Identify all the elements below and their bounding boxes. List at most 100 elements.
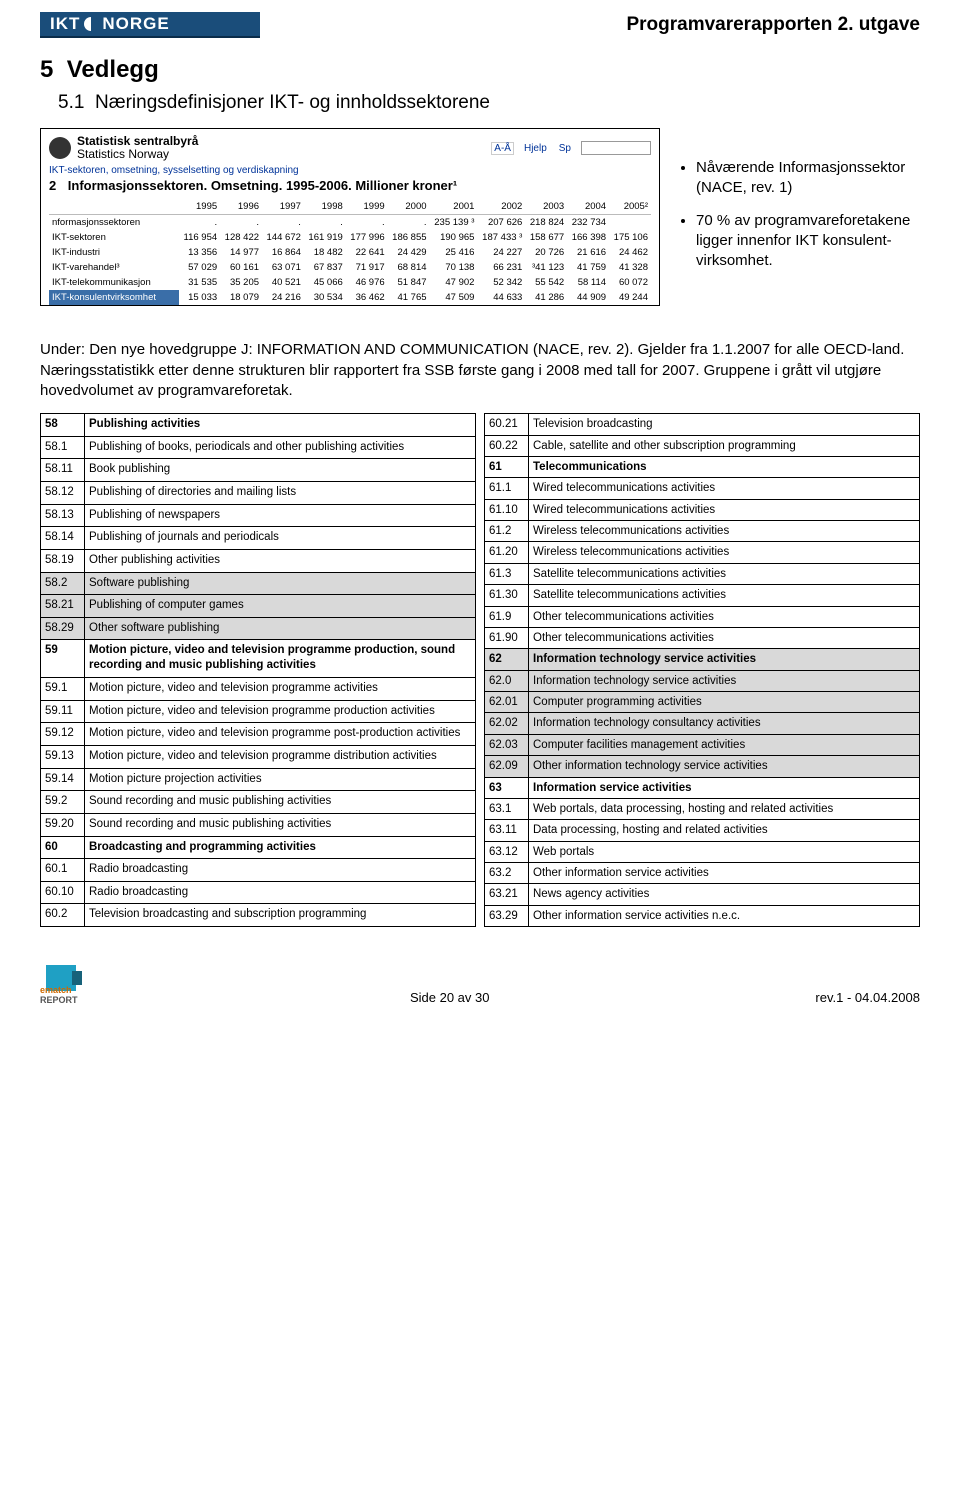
nace-row: 61.9Other telecommunications activities: [485, 606, 920, 627]
page-number: Side 20 av 30: [410, 990, 490, 1005]
nace-code: 60.10: [41, 881, 85, 904]
ssb-year-header: 2004: [567, 199, 609, 215]
ssb-logo-icon: [49, 137, 71, 159]
ssb-toolbar: A-Å Hjelp Sp: [491, 141, 651, 155]
az-link[interactable]: A-Å: [491, 142, 514, 155]
nace-code: 58.11: [41, 459, 85, 482]
nace-code: 59.14: [41, 768, 85, 791]
nace-code: 60.22: [485, 435, 529, 456]
nace-label: Wireless telecommunications activities: [529, 521, 920, 542]
nace-code: 61.9: [485, 606, 529, 627]
nace-code: 61: [485, 456, 529, 477]
nace-row: 63.21News agency activities: [485, 884, 920, 905]
nace-code: 62: [485, 649, 529, 670]
nace-row: 59.2Sound recording and music publishing…: [41, 791, 476, 814]
nace-label: Other telecommunications activities: [529, 627, 920, 648]
sp-link[interactable]: Sp: [557, 143, 573, 154]
nace-code: 61.1: [485, 478, 529, 499]
ssb-search-input[interactable]: [581, 141, 651, 155]
nace-code: 58.2: [41, 572, 85, 595]
nace-label: Book publishing: [85, 459, 476, 482]
ssb-year-header: 2002: [477, 199, 525, 215]
nace-row: 61.1Wired telecommunications activities: [485, 478, 920, 499]
nace-label: Motion picture, video and television pro…: [85, 700, 476, 723]
nace-label: Computer programming activities: [529, 692, 920, 713]
nace-row: 60.21Television broadcasting: [485, 414, 920, 435]
nace-label: Motion picture, video and television pro…: [85, 640, 476, 678]
nace-label: Other information technology service act…: [529, 756, 920, 777]
nace-row: 63Information service activities: [485, 777, 920, 798]
nace-label: Data processing, hosting and related act…: [529, 820, 920, 841]
nace-label: Wireless telecommunications activities: [529, 542, 920, 563]
nace-row: 59.14Motion picture projection activitie…: [41, 768, 476, 791]
nace-label: Software publishing: [85, 572, 476, 595]
nace-row: 59.11Motion picture, video and televisio…: [41, 700, 476, 723]
nace-code: 63.21: [485, 884, 529, 905]
nace-code: 59.1: [41, 678, 85, 701]
subsection-heading: 5.1 Næringsdefinisjoner IKT- og innholds…: [58, 92, 920, 114]
nace-row: 61.90Other telecommunications activities: [485, 627, 920, 648]
nace-label: Satellite telecommunications activities: [529, 585, 920, 606]
ematch-logo: ematchREPORT: [40, 957, 84, 1005]
nace-label: Motion picture, video and television pro…: [85, 723, 476, 746]
nace-row: 60.1Radio broadcasting: [41, 859, 476, 882]
nace-label: Publishing of journals and periodicals: [85, 527, 476, 550]
nace-label: Information technology service activitie…: [529, 649, 920, 670]
nace-label: Publishing of computer games: [85, 595, 476, 618]
nace-code: 61.30: [485, 585, 529, 606]
under-paragraph: Under: Den nye hovedgruppe J: INFORMATIO…: [40, 340, 920, 401]
ssb-table-title: Informasjonssektoren. Omsetning. 1995-20…: [68, 178, 457, 193]
nace-row: 62.01Computer programming activities: [485, 692, 920, 713]
ssb-row: IKT-industri13 35614 97716 86418 48222 6…: [49, 245, 651, 260]
ssb-row: IKT-konsulentvirksomhet15 03318 07924 21…: [49, 290, 651, 305]
nace-label: Publishing activities: [85, 414, 476, 437]
nace-label: Web portals: [529, 841, 920, 862]
ssb-year-header: 1998: [304, 199, 346, 215]
nace-label: Television broadcasting and subscription…: [85, 904, 476, 927]
ssb-subject-line: IKT-sektoren, omsetning, sysselsetting o…: [49, 165, 651, 176]
ssb-row: IKT-telekommunikasjon31 53535 20540 5214…: [49, 275, 651, 290]
nace-table-right: 60.21Television broadcasting60.22Cable, …: [484, 413, 920, 927]
ssb-org-name: Statistisk sentralbyrå Statistics Norway: [77, 135, 198, 161]
nace-label: Motion picture, video and television pro…: [85, 746, 476, 769]
side-bullets: Nåværende Informasjons­sektor (NACE, rev…: [674, 128, 920, 283]
revision-stamp: rev.1 - 04.04.2008: [815, 990, 920, 1005]
logo-separator-icon: [84, 17, 98, 31]
nace-label: Web portals, data processing, hosting an…: [529, 798, 920, 819]
logo-left: IKT: [50, 14, 80, 34]
nace-label: Wired telecommunications activities: [529, 499, 920, 520]
nace-row: 59.1Motion picture, video and television…: [41, 678, 476, 701]
nace-label: Telecommunications: [529, 456, 920, 477]
nace-row: 60.10Radio broadcasting: [41, 881, 476, 904]
nace-code: 63.11: [485, 820, 529, 841]
nace-row: 59Motion picture, video and television p…: [41, 640, 476, 678]
nace-row: 60.2Television broadcasting and subscrip…: [41, 904, 476, 927]
nace-row: 61.10Wired telecommunications activities: [485, 499, 920, 520]
nace-row: 58.11Book publishing: [41, 459, 476, 482]
nace-row: 63.12Web portals: [485, 841, 920, 862]
nace-row: 58.21Publishing of computer games: [41, 595, 476, 618]
ssb-year-header: 1995: [179, 199, 220, 215]
help-link[interactable]: Hjelp: [522, 143, 549, 154]
nace-code: 61.2: [485, 521, 529, 542]
nace-row: 63.29Other information service activitie…: [485, 905, 920, 926]
nace-row: 62.0Information technology service activ…: [485, 670, 920, 691]
nace-code: 63.29: [485, 905, 529, 926]
ssb-table-number: 2: [49, 178, 65, 193]
ssb-data-table: 1995199619971998199920002001200220032004…: [49, 199, 651, 305]
nace-code: 63: [485, 777, 529, 798]
nace-row: 63.11Data processing, hosting and relate…: [485, 820, 920, 841]
nace-code: 61.10: [485, 499, 529, 520]
nace-code: 61.3: [485, 563, 529, 584]
nace-row: 60Broadcasting and programming activitie…: [41, 836, 476, 859]
nace-code: 60: [41, 836, 85, 859]
nace-label: Other telecommunications activities: [529, 606, 920, 627]
nace-code: 58.21: [41, 595, 85, 618]
nace-code: 62.03: [485, 734, 529, 755]
nace-row: 62Information technology service activit…: [485, 649, 920, 670]
nace-label: Other information service activities n.e…: [529, 905, 920, 926]
nace-row: 59.12Motion picture, video and televisio…: [41, 723, 476, 746]
nace-label: Motion picture, video and television pro…: [85, 678, 476, 701]
document-title: Programvarerapporten 2. utgave: [626, 14, 920, 36]
ssb-year-header: 2000: [388, 199, 430, 215]
